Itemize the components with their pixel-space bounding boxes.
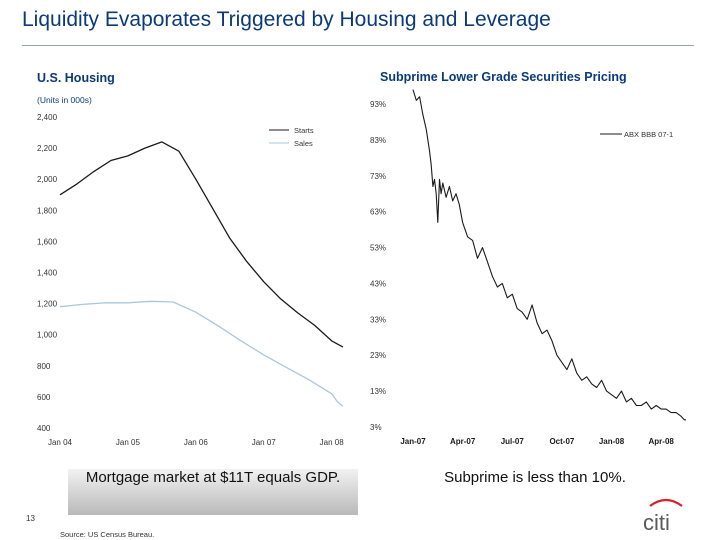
x-tick-label: Jan 06 — [184, 438, 209, 447]
x-tick-label: Jul-07 — [501, 437, 525, 446]
citi-logo: citi — [643, 498, 683, 535]
housing-legend: Starts Sales — [269, 126, 314, 148]
logo-wordmark: citi — [643, 510, 670, 535]
y-tick-label: 2,000 — [37, 175, 58, 184]
housing-chart-units: (Units in 000s) — [37, 95, 92, 105]
y-tick-label: 1,400 — [37, 269, 58, 278]
x-tick-label: Jan-08 — [599, 437, 625, 446]
housing-series — [59, 141, 344, 407]
housing-chart-title: U.S. Housing — [37, 71, 115, 85]
y-tick-label: 1,200 — [37, 300, 58, 309]
subprime-callout: Subprime is less than 10%. — [385, 469, 685, 497]
y-tick-label: 1,600 — [37, 237, 58, 246]
y-tick-label: 400 — [37, 424, 51, 433]
x-tick-label: Oct-07 — [549, 437, 574, 446]
abx-series — [412, 89, 686, 421]
y-tick-label: 1,000 — [37, 331, 58, 340]
y-tick-label: 63% — [370, 208, 386, 217]
series-line-sales — [59, 300, 344, 407]
y-tick-label: 93% — [370, 100, 386, 109]
y-tick-label: 13% — [370, 387, 386, 396]
source-note: Source: US Census Bureau. — [60, 530, 155, 539]
mortgage-callout: Mortgage market at $11T equals GDP. — [68, 469, 358, 515]
y-tick-label: 73% — [370, 172, 386, 181]
y-tick-label: 83% — [370, 136, 386, 145]
slide-title: Liquidity Evaporates Triggered by Housin… — [22, 8, 551, 31]
x-tick-label: Apr-07 — [450, 437, 476, 446]
y-tick-label: 3% — [370, 423, 382, 432]
x-tick-label: Jan 05 — [116, 438, 141, 447]
y-tick-label: 800 — [37, 362, 51, 371]
x-tick-label: Jan 07 — [252, 438, 277, 447]
y-tick-label: 23% — [370, 351, 386, 360]
legend-label-abx: ABX BBB 07-1 — [624, 130, 673, 139]
y-tick-label: 43% — [370, 279, 386, 288]
x-tick-label: Jan-07 — [400, 437, 426, 446]
x-tick-label: Apr-08 — [649, 437, 675, 446]
x-tick-label: Jan 08 — [320, 438, 345, 447]
logo-arc — [649, 498, 683, 507]
y-tick-label: 33% — [370, 315, 386, 324]
title-divider — [22, 45, 694, 46]
y-tick-label: 600 — [37, 393, 51, 402]
abx-y-tick-labels: 3% 13% 23% 33% 43% 53% 63% 73% 83% 93% — [370, 100, 386, 432]
abx-chart-title: Subprime Lower Grade Securities Pricing — [380, 70, 627, 84]
y-tick-label: 53% — [370, 244, 386, 253]
y-tick-label: 1,800 — [37, 206, 58, 215]
y-tick-label: 2,200 — [37, 144, 58, 153]
y-tick-label: 2,400 — [37, 113, 58, 122]
housing-y-tick-labels: 400 600 800 1,000 1,200 1,400 1,600 1,800 2,000 2… — [37, 113, 58, 433]
series-line-abx-bbb-07-1 — [412, 89, 686, 421]
housing-x-tick-labels: Jan 04 Jan 05 Jan 06 Jan 07 Jan 08 — [48, 438, 344, 447]
abx-legend: ABX BBB 07-1 — [600, 130, 673, 139]
page-number: 13 — [26, 514, 35, 523]
series-line-starts — [59, 141, 344, 348]
legend-label-sales: Sales — [294, 139, 313, 148]
abx-x-tick-labels: Jan-07 Apr-07 Jul-07 Oct-07 Jan-08 Apr-08 — [400, 437, 674, 446]
x-tick-label: Jan 04 — [48, 438, 73, 447]
legend-label-starts: Starts — [294, 126, 314, 135]
